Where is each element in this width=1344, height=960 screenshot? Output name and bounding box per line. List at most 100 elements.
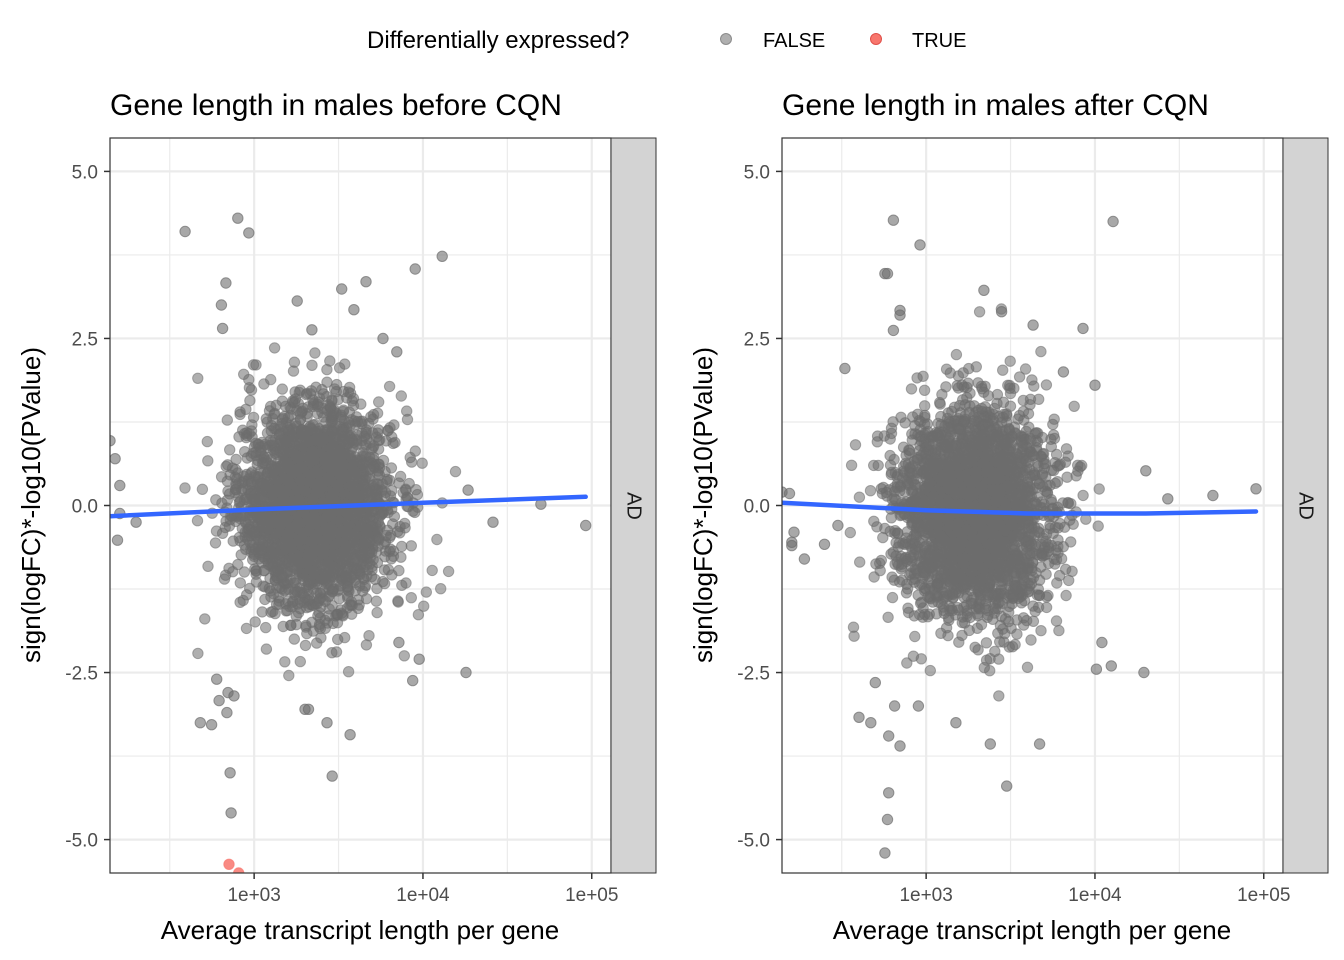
data-point: [213, 694, 225, 707]
data-point: [225, 807, 237, 819]
data-point: [1060, 443, 1073, 455]
points-layer: [110, 212, 592, 873]
data-point: [1068, 400, 1080, 412]
data-point: [259, 593, 271, 606]
data-point: [247, 359, 260, 371]
data-point: [202, 455, 214, 467]
data-point: [398, 650, 410, 662]
data-point: [416, 457, 428, 469]
data-point: [950, 348, 963, 361]
legend: Differentially expressed? FALSE TRUE: [367, 27, 966, 54]
data-point: [373, 508, 386, 520]
data-point: [223, 520, 236, 532]
data-point: [392, 525, 404, 538]
data-point: [130, 516, 142, 528]
data-point: [229, 486, 241, 499]
data-point: [241, 589, 253, 601]
data-point: [368, 440, 380, 452]
data-point: [216, 322, 229, 335]
legend-label-false: FALSE: [763, 30, 825, 52]
data-point: [324, 400, 336, 413]
data-point: [306, 423, 318, 435]
data-point: [290, 618, 303, 631]
data-point: [1017, 394, 1029, 407]
data-point: [309, 478, 321, 491]
data-point: [886, 591, 899, 604]
data-point: [391, 346, 403, 358]
data-point: [196, 483, 209, 495]
data-point: [347, 511, 360, 524]
data-point: [313, 515, 325, 527]
data-point: [221, 706, 233, 719]
data-point: [277, 571, 290, 583]
legend-title: Differentially expressed?: [367, 27, 629, 54]
data-point: [283, 669, 295, 682]
data-point: [295, 557, 308, 569]
data-point: [886, 571, 898, 583]
data-point: [396, 579, 408, 591]
data-point: [296, 427, 308, 440]
data-point: [222, 459, 234, 471]
data-point: [405, 592, 417, 604]
data-point: [309, 347, 321, 359]
data-point: [377, 332, 389, 345]
data-point: [844, 526, 856, 539]
facet-label: AD: [623, 492, 645, 520]
data-point: [328, 422, 340, 434]
data-point: [295, 475, 307, 487]
data-point: [273, 429, 285, 441]
legend-key-false: [720, 33, 732, 45]
data-point: [324, 462, 336, 474]
data-point: [342, 592, 354, 604]
data-point: [232, 212, 244, 224]
data-point: [462, 484, 474, 496]
data-point: [260, 413, 272, 425]
y-tick-label: -5.0: [65, 831, 98, 852]
data-point: [431, 533, 443, 546]
data-point: [251, 458, 263, 471]
data-point: [321, 717, 333, 729]
data-point: [360, 537, 372, 549]
panel-before-cqn: Gene length in males before CQN -5.0-2.5…: [16, 89, 657, 945]
data-point: [239, 516, 252, 528]
data-point: [179, 225, 191, 238]
data-point: [322, 568, 335, 580]
data-point: [247, 554, 259, 566]
data-point: [911, 372, 923, 384]
data-point: [304, 598, 317, 611]
data-point: [288, 396, 301, 408]
data-point: [277, 538, 289, 550]
data-point: [580, 519, 592, 532]
data-point: [275, 519, 287, 531]
data-point: [331, 617, 344, 629]
data-point: [358, 479, 370, 491]
data-point: [315, 436, 327, 448]
data-point: [238, 566, 251, 578]
data-point: [407, 674, 419, 687]
data-point: [360, 426, 372, 438]
data-point: [980, 637, 993, 649]
data-point: [255, 544, 267, 556]
panel-title: Gene length in males before CQN: [110, 89, 562, 122]
data-point: [232, 467, 244, 479]
y-tick-label: 0.0: [72, 497, 98, 518]
data-point: [337, 434, 349, 446]
x-tick-label: 1e+03: [227, 885, 280, 906]
data-point: [114, 479, 126, 492]
x-axis-label: Average transcript length per gene: [161, 915, 559, 945]
data-point: [243, 227, 255, 239]
data-point: [331, 378, 343, 391]
data-point: [321, 363, 333, 376]
data-point: [276, 383, 288, 395]
data-point: [360, 639, 373, 651]
data-point: [272, 462, 284, 474]
points-layer: [782, 214, 1262, 859]
data-point: [194, 717, 207, 729]
data-point: [215, 299, 228, 311]
data-point: [347, 480, 359, 493]
data-point: [191, 515, 204, 527]
data-point: [274, 446, 286, 458]
data-point: [221, 414, 234, 426]
data-point: [307, 583, 319, 595]
data-point: [300, 621, 312, 633]
